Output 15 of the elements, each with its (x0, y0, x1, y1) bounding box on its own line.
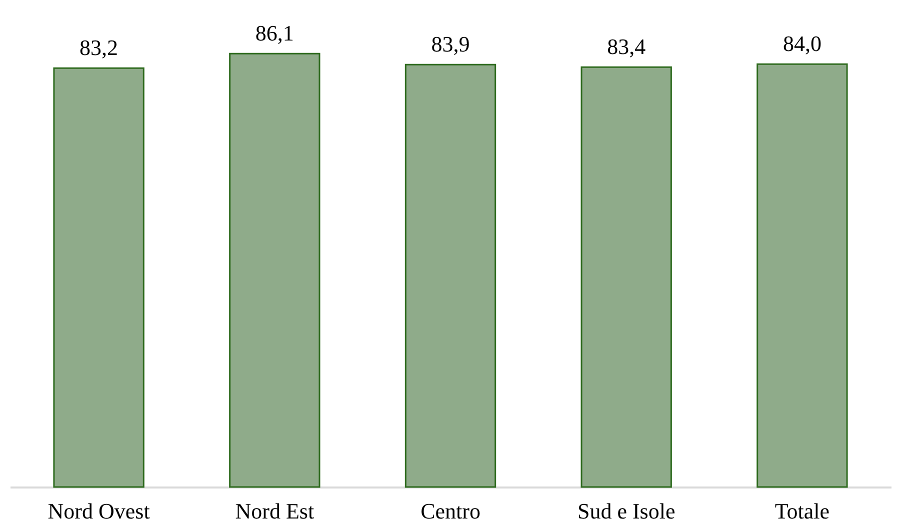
data-label: 84,0 (782, 31, 822, 56)
bar (53, 67, 144, 488)
bar (756, 63, 848, 488)
x-tick-label: Sud e Isole (577, 498, 676, 524)
data-label: 83,4 (607, 34, 646, 60)
x-tick-label: Totale (774, 498, 830, 524)
bar (580, 66, 672, 488)
bar (404, 64, 496, 488)
x-tick-label: Nord Est (235, 498, 314, 524)
x-tick-label: Nord Ovest (48, 498, 150, 524)
x-tick-label: Centro (420, 498, 480, 524)
data-label: 83,2 (80, 35, 118, 60)
bar (229, 52, 320, 488)
data-label: 86,1 (255, 20, 294, 46)
data-label: 83,9 (431, 32, 470, 57)
